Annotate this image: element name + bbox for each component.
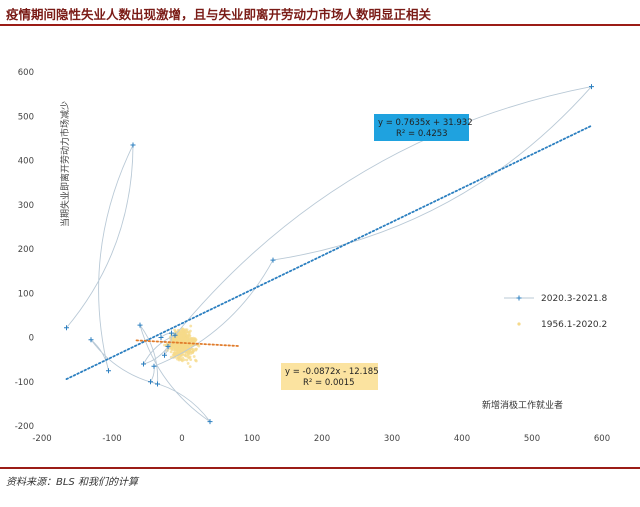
scatter-point	[194, 339, 197, 342]
trend-r2: R² = 0.4253	[396, 129, 448, 139]
x-tick-label: 0	[179, 434, 184, 444]
scatter-point	[181, 331, 184, 335]
y-axis-label: 当期失业即离开劳动力市场减少	[59, 101, 71, 227]
trend-equation: y = -0.0872x - 12.185	[285, 367, 379, 377]
scatter-point	[170, 347, 173, 351]
series-2020-point	[155, 381, 160, 387]
scatter-point	[183, 346, 187, 350]
legend: 2020.3-2021.8 1956.1-2020.2	[504, 294, 608, 330]
equation-box-bg	[281, 363, 378, 390]
scatter-point	[189, 324, 193, 328]
scatter-point	[188, 365, 192, 369]
trendline-historical	[135, 339, 239, 347]
series-2020-point	[589, 84, 594, 90]
scatter-point	[186, 362, 190, 365]
y-tick-label: 600	[18, 68, 34, 78]
trendline-2020	[65, 124, 593, 381]
scatter-point	[177, 333, 181, 337]
scatter-point	[176, 343, 180, 347]
scatter-point	[176, 356, 180, 359]
legend-marker-2020	[516, 295, 522, 301]
x-tick-label: 100	[244, 434, 260, 444]
series-2020-point	[158, 335, 164, 340]
series-2020-point	[137, 322, 143, 328]
series-2020-point	[169, 330, 174, 336]
scatter-point	[185, 350, 189, 354]
series-2020-point	[172, 332, 178, 338]
source-note: 资料来源：BLS 和我们的计算	[6, 477, 138, 488]
scatter-point	[186, 355, 190, 359]
scatter-point	[190, 336, 194, 340]
legend-label-2020: 2020.3-2021.8	[541, 294, 608, 304]
scatter-point	[172, 348, 175, 352]
series-2020-point	[162, 352, 167, 358]
scatter-point	[186, 335, 190, 338]
scatter-chart: -200 -100 0 100 200 300 400 500 600 -200 -100 0 100 2…	[15, 68, 610, 444]
scatter-point	[173, 353, 176, 357]
scatter-point	[184, 338, 188, 342]
scatter-point	[182, 335, 186, 338]
series-2020-point	[88, 337, 94, 343]
y-tick-label: 300	[18, 201, 34, 211]
scatter-point	[187, 353, 190, 356]
page-title: 疫情期间隐性失业人数出现激增，且与失业即离开劳动力市场人数明显正相关	[6, 7, 432, 22]
scatter-point	[191, 351, 194, 355]
scatter-point	[180, 343, 184, 347]
y-tick-label: -200	[15, 422, 34, 432]
scatter-point	[197, 344, 201, 348]
scatter-point	[183, 358, 186, 362]
series-2020-point	[207, 419, 213, 425]
series-2020-point	[148, 379, 153, 385]
scatter-point	[177, 348, 181, 352]
trend-r2: R² = 0.0015	[303, 378, 355, 388]
y-tick-label: -100	[15, 378, 34, 388]
scatter-point	[187, 331, 191, 335]
legend-marker-historical	[517, 322, 521, 326]
scatter-point	[163, 343, 166, 347]
y-tick-label: 100	[18, 289, 34, 299]
scatter-point	[180, 358, 184, 362]
series-2020-point	[130, 142, 136, 148]
x-axis-label: 新增消极工作就业者	[482, 399, 563, 411]
x-tick-label: 600	[594, 434, 610, 444]
series-2020-point	[64, 325, 69, 331]
series-2020-point	[106, 368, 111, 374]
y-tick-label: 400	[18, 157, 34, 167]
series-2020-point	[141, 361, 146, 367]
trend-equation: y = 0.7635x + 31.932	[378, 118, 473, 128]
y-tick-label: 200	[18, 245, 34, 255]
scatter-point	[183, 354, 187, 358]
y-tick-label: 0	[29, 334, 34, 344]
title-rule	[0, 24, 640, 26]
series-2020-point	[151, 363, 157, 369]
equation-box-bg	[374, 114, 469, 141]
legend-label-historical: 1956.1-2020.2	[541, 320, 607, 330]
x-tick-label: 300	[384, 434, 400, 444]
scatter-point	[181, 348, 185, 352]
scatter-point	[192, 355, 196, 358]
x-tick-label: 200	[314, 434, 330, 444]
x-tick-label: -200	[32, 434, 51, 444]
scatter-point	[188, 344, 192, 348]
scatter-point	[178, 339, 182, 343]
x-tick-label: -100	[102, 434, 121, 444]
series-2020-point	[165, 343, 171, 349]
x-tick-label: 500	[524, 434, 540, 444]
scatter-point	[194, 347, 198, 351]
scatter-point	[169, 350, 173, 354]
y-tick-label: 500	[18, 112, 34, 122]
scatter-point	[185, 358, 189, 362]
scatter-point	[194, 359, 198, 363]
footer-rule	[0, 467, 640, 469]
x-tick-label: 400	[454, 434, 470, 444]
scatter-point	[174, 347, 178, 350]
series-2020-point	[270, 257, 276, 263]
